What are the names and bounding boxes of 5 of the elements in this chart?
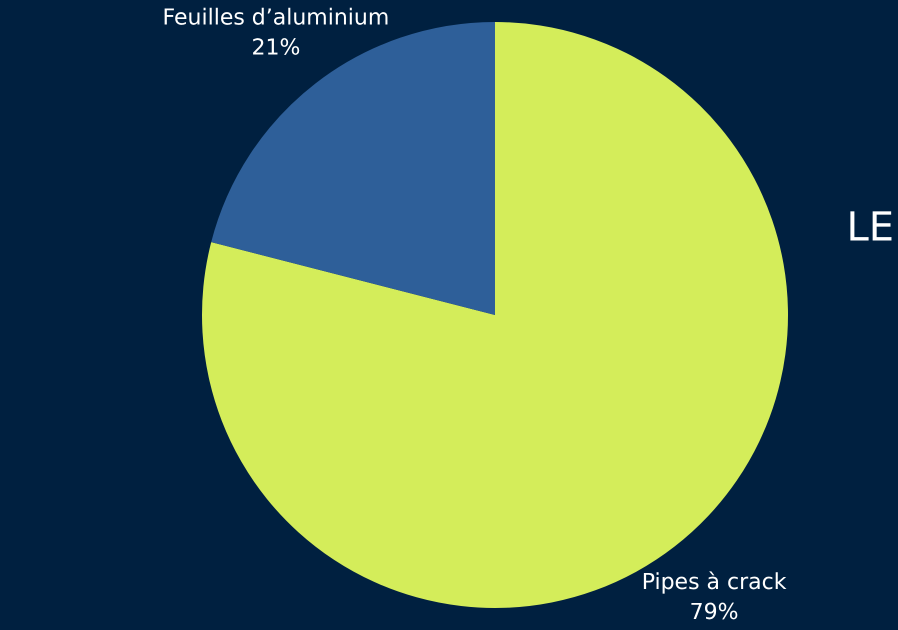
text: LE — [846, 204, 894, 250]
slice-label: Feuilles d’aluminium — [162, 5, 390, 30]
data-label: 79% — [690, 600, 739, 626]
slice-label: Pipes à crack — [642, 570, 787, 596]
data-label: 21% — [251, 35, 300, 60]
